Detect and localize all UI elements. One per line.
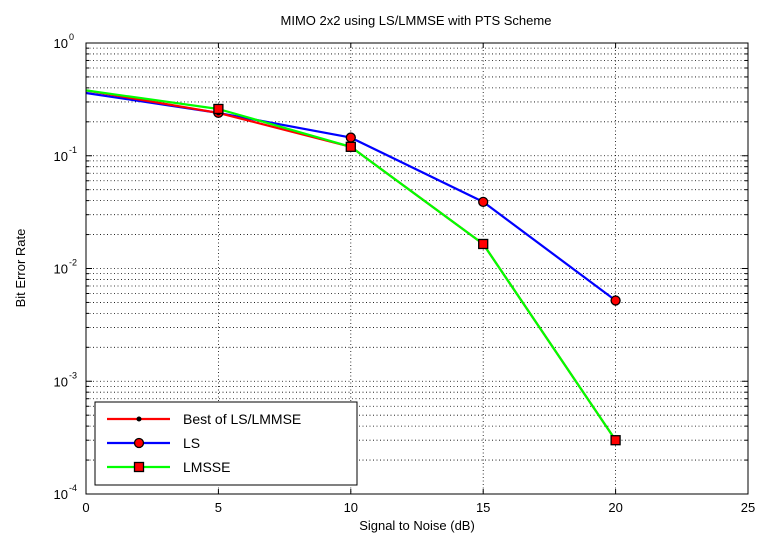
series-point-square [213, 103, 224, 115]
legend: Best of LS/LMMSE LS LMSSE [94, 401, 358, 486]
x-tick-label: 0 [82, 500, 89, 515]
y-tick-label: 10 [54, 262, 68, 277]
legend-marker-dot [136, 416, 142, 422]
series-layer [85, 89, 621, 446]
y-tick-exponent: -3 [69, 370, 77, 380]
legend-label-1: LS [183, 435, 200, 451]
y-tick-label: 10 [54, 374, 68, 389]
series-point-circle [478, 196, 489, 208]
x-axis-label: Signal to Noise (dB) [359, 518, 475, 533]
y-tick-exponent: -1 [69, 145, 77, 155]
x-tick-label: 5 [215, 500, 222, 515]
legend-label-0: Best of LS/LMMSE [183, 411, 301, 427]
series-point-circle [610, 295, 621, 306]
x-tick-label: 10 [344, 500, 358, 515]
x-tick-label: 20 [608, 500, 622, 515]
y-tick-exponent: -4 [69, 483, 77, 493]
series-point-square [345, 141, 356, 152]
legend-marker-square [133, 461, 145, 473]
legend-marker-circle [133, 437, 145, 449]
y-axis-label: Bit Error Rate [13, 229, 28, 308]
x-tick-label: 25 [741, 500, 755, 515]
series-point-circle [345, 132, 356, 143]
y-tick-label: 10 [54, 149, 68, 164]
series-point-square [478, 238, 489, 250]
legend-label-2: LMSSE [183, 459, 230, 475]
y-tick-exponent: 0 [69, 32, 74, 42]
y-tick-exponent: -2 [69, 258, 77, 268]
chart-title: MIMO 2x2 using LS/LMMSE with PTS Scheme [281, 13, 552, 28]
series-point-square [610, 435, 621, 446]
y-tick-label: 10 [54, 36, 68, 51]
x-tick-label: 15 [476, 500, 490, 515]
y-tick-label: 10 [54, 487, 68, 502]
